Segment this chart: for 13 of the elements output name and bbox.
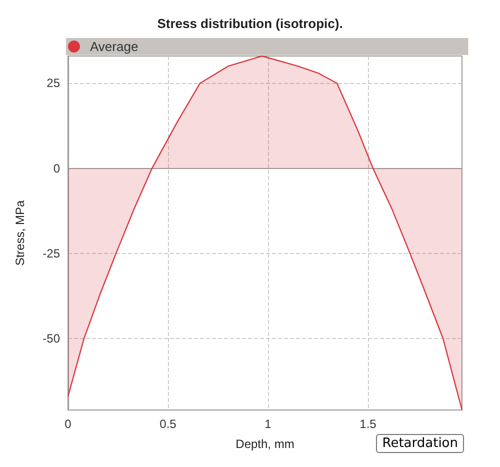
x-tick-label: 0.5 bbox=[160, 417, 177, 431]
legend-label: Average bbox=[90, 39, 138, 54]
y-tick-label: -50 bbox=[42, 332, 60, 346]
x-axis-title: Depth, mm bbox=[236, 437, 294, 451]
y-tick-label: 25 bbox=[46, 76, 60, 90]
y-axis-title: Stress, MPa bbox=[13, 200, 27, 266]
x-tick-label: 0 bbox=[64, 417, 72, 431]
x-tick-label: 1.5 bbox=[360, 417, 377, 431]
y-tick-label: 0 bbox=[53, 161, 60, 176]
retardation-button: Retardation bbox=[376, 434, 464, 453]
x-tick-label: 1 bbox=[264, 417, 272, 431]
y-tick-label: -25 bbox=[42, 246, 60, 260]
chart-title: Stress distribution (isotropic). bbox=[157, 16, 343, 31]
